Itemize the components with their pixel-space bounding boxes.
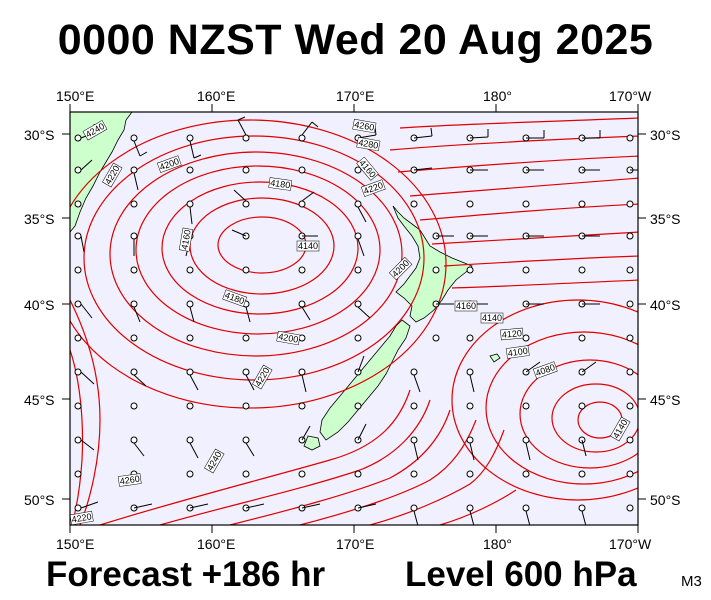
svg-text:4260: 4260 — [119, 474, 140, 487]
map-background — [70, 112, 638, 525]
lat-label-left: 50°S — [24, 492, 55, 508]
chart-title: 0000 NZST Wed 20 Aug 2025 — [57, 16, 654, 64]
lat-label-right: 40°S — [650, 297, 681, 313]
contour-label: 4140 — [296, 240, 320, 252]
contour-label: 4100 — [505, 345, 530, 359]
contour-label: 4140 — [480, 312, 504, 324]
lon-label-bottom: 180° — [483, 536, 512, 552]
svg-text:4180: 4180 — [270, 178, 291, 191]
contour-label: 4160 — [454, 300, 478, 312]
wind-station-row — [130, 134, 138, 512]
lat-label-right: 50°S — [650, 492, 681, 508]
lon-label-top: 170°E — [336, 88, 375, 104]
svg-text:4140: 4140 — [482, 313, 502, 323]
svg-text:4120: 4120 — [501, 328, 522, 340]
height-contours — [70, 117, 638, 525]
contour-label: 4220 — [70, 510, 94, 525]
svg-text:4160: 4160 — [179, 229, 192, 250]
lat-label-right: 45°S — [650, 392, 681, 408]
lat-label-left: 35°S — [24, 211, 55, 227]
lon-label-bottom: 170°E — [336, 536, 375, 552]
level-label: Level 600 hPa — [405, 555, 637, 594]
wind-barbs — [74, 116, 638, 525]
svg-text:4160: 4160 — [456, 301, 476, 311]
lon-label-top: 150°E — [56, 88, 95, 104]
svg-text:4100: 4100 — [507, 346, 528, 359]
lat-label-right: 35°S — [650, 211, 681, 227]
wind-station-row — [466, 134, 474, 512]
lat-label-right: 30°S — [650, 127, 681, 143]
wind-station-row — [298, 134, 306, 512]
lat-label-left: 40°S — [24, 297, 55, 313]
lon-label-bottom: 150°E — [56, 536, 95, 552]
contour-label: 4120 — [500, 327, 524, 341]
contour-label: 4260 — [352, 118, 377, 134]
contour-label: 4180 — [268, 177, 293, 191]
svg-text:4200: 4200 — [278, 331, 299, 344]
contour-label: 4160 — [178, 227, 194, 252]
lon-label-bottom: 170°W — [609, 536, 652, 552]
svg-text:4280: 4280 — [358, 137, 379, 150]
australia-land — [70, 112, 133, 233]
nz-north-island — [392, 205, 473, 323]
lon-label-bottom: 160°E — [197, 536, 236, 552]
chatham-islands — [489, 353, 501, 363]
wind-station-row — [74, 134, 82, 512]
lat-label-left: 45°S — [24, 392, 55, 408]
contour-label: 4200 — [276, 330, 301, 346]
lon-label-top: 160°E — [197, 88, 236, 104]
lat-label-left: 30°S — [24, 127, 55, 143]
svg-text:4260: 4260 — [354, 119, 375, 132]
wind-station-row — [626, 134, 634, 512]
model-tag: M3 — [681, 573, 702, 590]
contour-labels: 4240 4220 4200 4180 4160 4140 — [70, 118, 631, 525]
lon-label-top: 170°W — [609, 88, 652, 104]
frame-ticks — [62, 104, 646, 533]
svg-text:4220: 4220 — [71, 511, 92, 524]
stewart-island — [303, 435, 321, 451]
lon-label-top: 180° — [483, 88, 512, 104]
forecast-label: Forecast +186 hr — [46, 555, 326, 594]
contour-label: 4260 — [117, 473, 142, 487]
svg-text:4140: 4140 — [298, 241, 318, 251]
contour-label: 4280 — [356, 136, 381, 152]
